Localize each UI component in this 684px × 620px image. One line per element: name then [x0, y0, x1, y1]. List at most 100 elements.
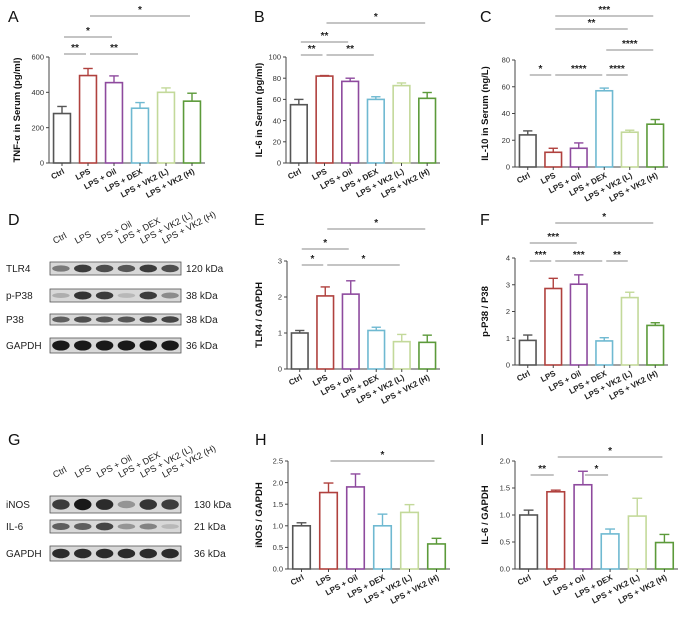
blot-band: [117, 293, 136, 298]
panel-letter: A: [8, 9, 19, 26]
bar-5: [182, 100, 202, 164]
y-axis-label: p-P38 / P38: [480, 286, 491, 337]
significance-label: ***: [535, 250, 547, 261]
x-tick-label: Ctrl: [289, 573, 305, 587]
bar-3: [595, 89, 614, 168]
y-tick-label: 0: [40, 159, 44, 168]
molecular-weight-label: 36 kDa: [194, 549, 226, 560]
blot-band: [52, 316, 70, 323]
x-tick-label: Ctrl: [515, 369, 531, 383]
bar-5: [426, 543, 447, 570]
blot-band: [74, 291, 92, 300]
blot-band: [139, 499, 157, 510]
y-tick-label: 20: [273, 138, 281, 147]
blot-band: [139, 340, 157, 351]
bar-1: [318, 491, 339, 570]
bar-5: [646, 324, 665, 366]
significance-label: **: [346, 44, 354, 55]
x-tick-label: Ctrl: [286, 167, 302, 181]
blot-band: [52, 499, 70, 510]
lane-label: Ctrl: [51, 230, 68, 245]
bar-2: [341, 80, 360, 164]
bar-2: [573, 483, 593, 570]
bar-5: [646, 123, 665, 168]
panel-letter: I: [480, 432, 484, 449]
y-tick-label: 1: [278, 329, 282, 338]
y-tick-label: 1.5: [500, 484, 510, 493]
significance-label: **: [613, 250, 621, 261]
bar-3: [130, 107, 150, 164]
molecular-weight-label: 130 kDa: [194, 500, 232, 511]
y-tick-label: 2.0: [273, 478, 283, 487]
blot-band: [52, 548, 70, 559]
significance-label: *: [86, 26, 90, 37]
significance-label: ***: [573, 250, 585, 261]
bar-1: [78, 74, 98, 164]
y-axis-label: IL-6 / GAPDH: [480, 485, 491, 544]
bar-0: [289, 103, 308, 164]
significance-label: *: [374, 12, 378, 23]
significance-label: ***: [598, 5, 610, 16]
blot-strip: [49, 313, 182, 326]
y-tick-label: 3: [506, 280, 510, 289]
molecular-weight-label: 120 kDa: [186, 264, 224, 275]
y-tick-label: 0: [277, 159, 281, 168]
bar-2: [341, 293, 360, 370]
y-tick-label: 2.5: [273, 457, 283, 466]
x-tick-label: Ctrl: [50, 167, 66, 181]
bar-0: [518, 514, 539, 570]
y-tick-label: 1: [506, 334, 510, 343]
y-tick-label: 40: [273, 116, 281, 125]
bar-3: [367, 329, 386, 370]
y-axis-label: TNF-α in Serum (pg/ml): [12, 57, 23, 162]
protein-label: IL-6: [6, 522, 24, 533]
significance-label: **: [588, 18, 596, 29]
blot-band: [52, 292, 70, 299]
blot-band: [52, 340, 70, 351]
y-tick-label: 2: [506, 307, 510, 316]
y-tick-label: 0.0: [273, 565, 283, 574]
y-tick-label: 1.5: [273, 500, 283, 509]
blot-band: [95, 548, 114, 559]
y-tick-label: 600: [31, 53, 44, 62]
y-tick-label: 400: [31, 88, 44, 97]
panel-letter: E: [254, 212, 265, 229]
significance-label: *: [374, 218, 378, 229]
y-axis-label: IL-6 in Serum (pg/ml): [254, 63, 265, 157]
y-axis-label: TLR4 / GAPDH: [254, 282, 265, 348]
lane-label: LPS: [73, 463, 93, 480]
significance-label: *: [362, 254, 366, 265]
bar-0: [518, 134, 537, 168]
bar-5: [418, 341, 437, 370]
blot-band: [139, 523, 157, 530]
blot-band: [161, 316, 179, 323]
y-tick-label: 200: [31, 123, 44, 132]
blot-band: [95, 522, 114, 531]
significance-label: *: [311, 254, 315, 265]
bar-0: [290, 332, 309, 370]
blot-band: [52, 523, 70, 530]
blot-band: [95, 316, 114, 323]
x-tick-label: Ctrl: [515, 171, 531, 185]
blot-band: [95, 340, 114, 351]
blot-band: [139, 264, 157, 273]
protein-label: iNOS: [6, 500, 30, 511]
significance-label: ****: [571, 64, 587, 75]
blot-band: [139, 291, 157, 300]
blot-band: [117, 316, 136, 323]
significance-label: **: [71, 43, 79, 54]
blot-band: [74, 316, 92, 323]
bar-2: [104, 81, 124, 164]
y-tick-label: 2: [278, 293, 282, 302]
panel-letter: F: [480, 212, 490, 229]
bar-0: [518, 339, 537, 366]
significance-label: **: [321, 31, 329, 42]
